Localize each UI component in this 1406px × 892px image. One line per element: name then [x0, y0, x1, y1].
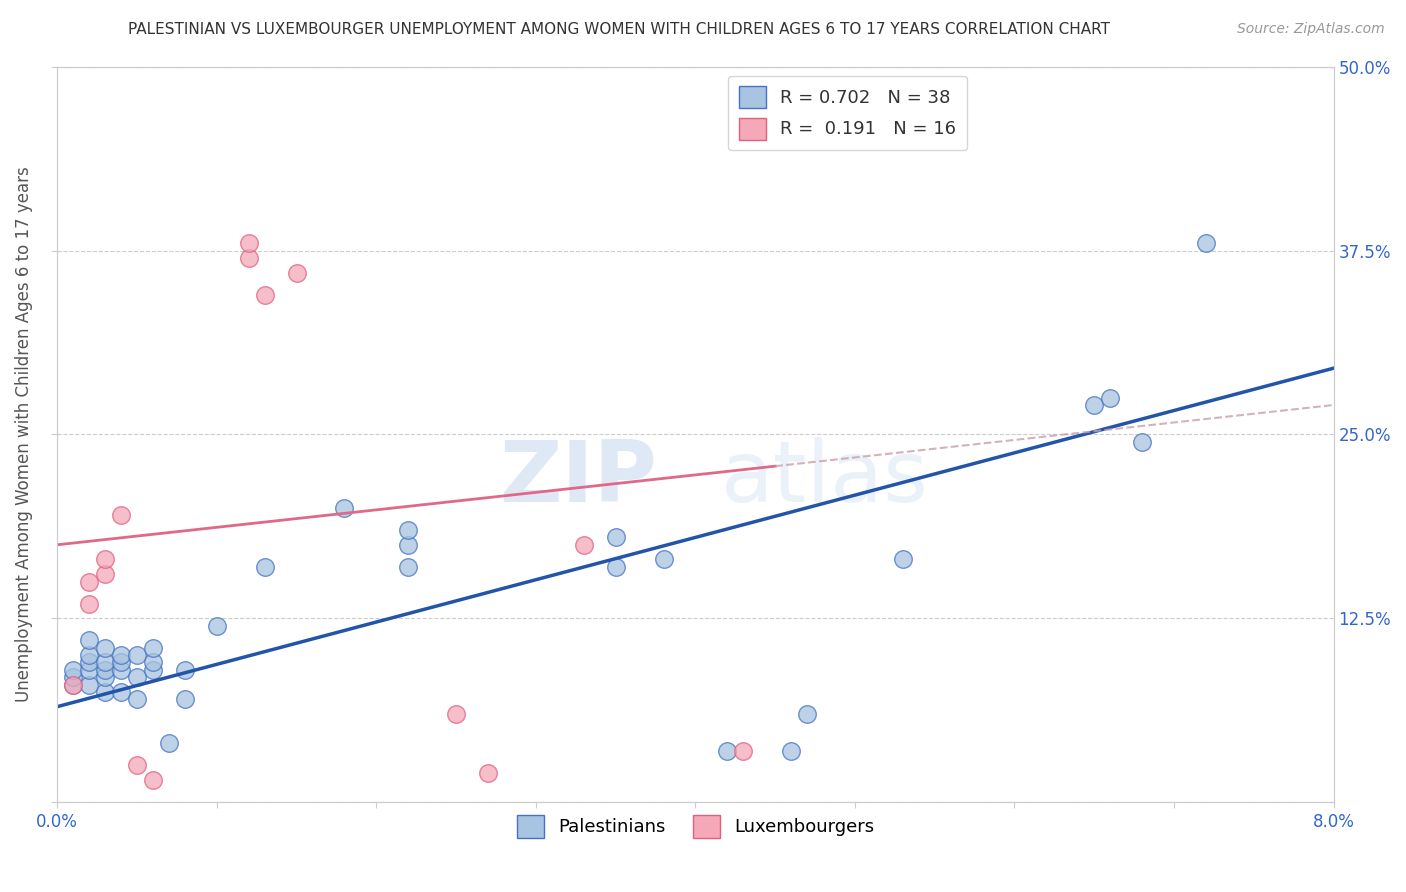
Point: [1083, 398, 1105, 412]
Point: [62, 677, 84, 691]
Point: [396, 559, 419, 574]
Point: [333, 501, 356, 516]
Point: [62, 670, 84, 684]
Point: [652, 552, 675, 566]
Point: [1099, 391, 1122, 405]
Point: [205, 618, 228, 632]
Point: [77, 574, 100, 589]
Point: [125, 648, 148, 662]
Point: [716, 744, 738, 758]
Point: [1195, 236, 1218, 251]
Point: [174, 692, 197, 706]
Point: [142, 656, 165, 670]
Point: [94, 640, 117, 655]
Point: [157, 736, 180, 750]
Point: [94, 670, 117, 684]
Point: [62, 663, 84, 677]
Point: [796, 706, 818, 721]
Point: [891, 552, 914, 566]
Point: [285, 266, 308, 280]
Point: [77, 633, 100, 648]
Point: [605, 530, 627, 544]
Text: Source: ZipAtlas.com: Source: ZipAtlas.com: [1237, 22, 1385, 37]
Point: [396, 538, 419, 552]
Point: [94, 663, 117, 677]
Point: [94, 552, 117, 566]
Point: [142, 640, 165, 655]
Point: [94, 685, 117, 699]
Point: [77, 648, 100, 662]
Point: [444, 706, 467, 721]
Point: [238, 251, 260, 265]
Point: [253, 559, 276, 574]
Point: [142, 663, 165, 677]
Point: [125, 670, 148, 684]
Point: [77, 677, 100, 691]
Point: [477, 765, 499, 780]
Point: [253, 287, 276, 301]
Point: [733, 744, 755, 758]
Point: [1130, 434, 1153, 449]
Text: ZIP: ZIP: [499, 437, 657, 520]
Point: [77, 597, 100, 611]
Text: atlas: atlas: [721, 437, 929, 520]
Point: [125, 692, 148, 706]
Point: [62, 677, 84, 691]
Point: [174, 663, 197, 677]
Y-axis label: Unemployment Among Women with Children Ages 6 to 17 years: Unemployment Among Women with Children A…: [15, 167, 32, 702]
Point: [94, 567, 117, 582]
Point: [110, 656, 132, 670]
Point: [110, 685, 132, 699]
Point: [780, 744, 803, 758]
Point: [110, 663, 132, 677]
Text: PALESTINIAN VS LUXEMBOURGER UNEMPLOYMENT AMONG WOMEN WITH CHILDREN AGES 6 TO 17 : PALESTINIAN VS LUXEMBOURGER UNEMPLOYMENT…: [128, 22, 1109, 37]
Point: [94, 656, 117, 670]
Point: [77, 656, 100, 670]
Point: [142, 773, 165, 788]
Point: [110, 648, 132, 662]
Point: [77, 663, 100, 677]
Point: [125, 758, 148, 772]
Point: [572, 538, 595, 552]
Point: [396, 523, 419, 537]
Point: [110, 508, 132, 523]
Point: [605, 559, 627, 574]
Point: [238, 236, 260, 251]
Legend: Palestinians, Luxembourgers: Palestinians, Luxembourgers: [509, 808, 882, 845]
